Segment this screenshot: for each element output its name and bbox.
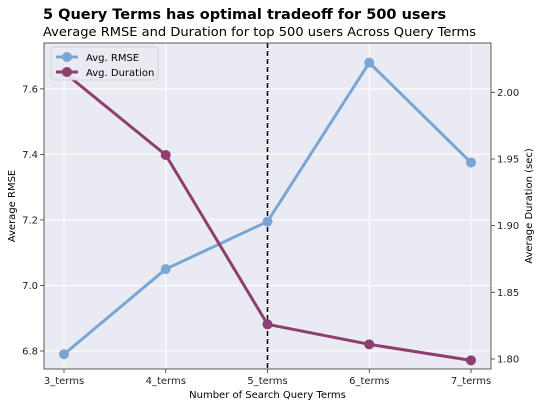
y-tick-label-left: 7.6 (22, 84, 38, 95)
y-axis-label-left: Average RMSE (7, 170, 18, 243)
plot-frame (43, 42, 492, 370)
data-point-rmse (466, 157, 476, 168)
data-point-rmse (160, 264, 171, 275)
x-tick-label: 7_terms (451, 376, 491, 387)
legend: Avg. RMSE Avg. Duration (50, 46, 159, 81)
x-tick-label: 5_terms (247, 376, 287, 387)
chart-suptitle: 5 Query Terms has optimal tradeoff for 5… (43, 7, 446, 23)
data-point-duration (466, 355, 476, 366)
y-tick-label-right: 1.95 (497, 155, 519, 166)
y-tick-label-left: 7.2 (22, 215, 38, 226)
x-tick-label: 3_terms (44, 376, 84, 387)
data-point-duration (364, 339, 375, 350)
x-axis-label: Number of Search Query Terms (189, 390, 346, 401)
y-axis-label-right: Average Duration (sec) (524, 148, 535, 264)
y-tick-label-left: 7.0 (22, 281, 38, 292)
y-tick-label-right: 2.00 (497, 88, 519, 99)
data-point-rmse (364, 57, 375, 68)
data-point-duration (262, 319, 273, 330)
legend-marker-duration (62, 67, 72, 77)
legend-marker-rmse (62, 52, 72, 62)
data-point-rmse (262, 216, 273, 227)
legend-label-rmse: Avg. RMSE (86, 53, 139, 64)
y-tick-label-left: 6.8 (22, 346, 38, 357)
chart-title: Average RMSE and Duration for top 500 us… (43, 24, 476, 39)
y-tick-label-left: 7.4 (22, 150, 38, 161)
x-tick-label: 6_terms (349, 376, 389, 387)
y-tick-label-right: 1.85 (497, 288, 519, 299)
y-tick-label-right: 1.90 (497, 221, 519, 232)
data-point-duration (160, 150, 171, 160)
legend-label-duration: Avg. Duration (86, 68, 154, 79)
x-tick-label: 4_terms (146, 376, 186, 387)
data-point-rmse (59, 349, 69, 360)
axes: 3_terms 4_terms 5_terms 6_terms 7_terms 6.8 7.… (22, 42, 519, 387)
y-tick-label-right: 1.80 (497, 355, 519, 366)
